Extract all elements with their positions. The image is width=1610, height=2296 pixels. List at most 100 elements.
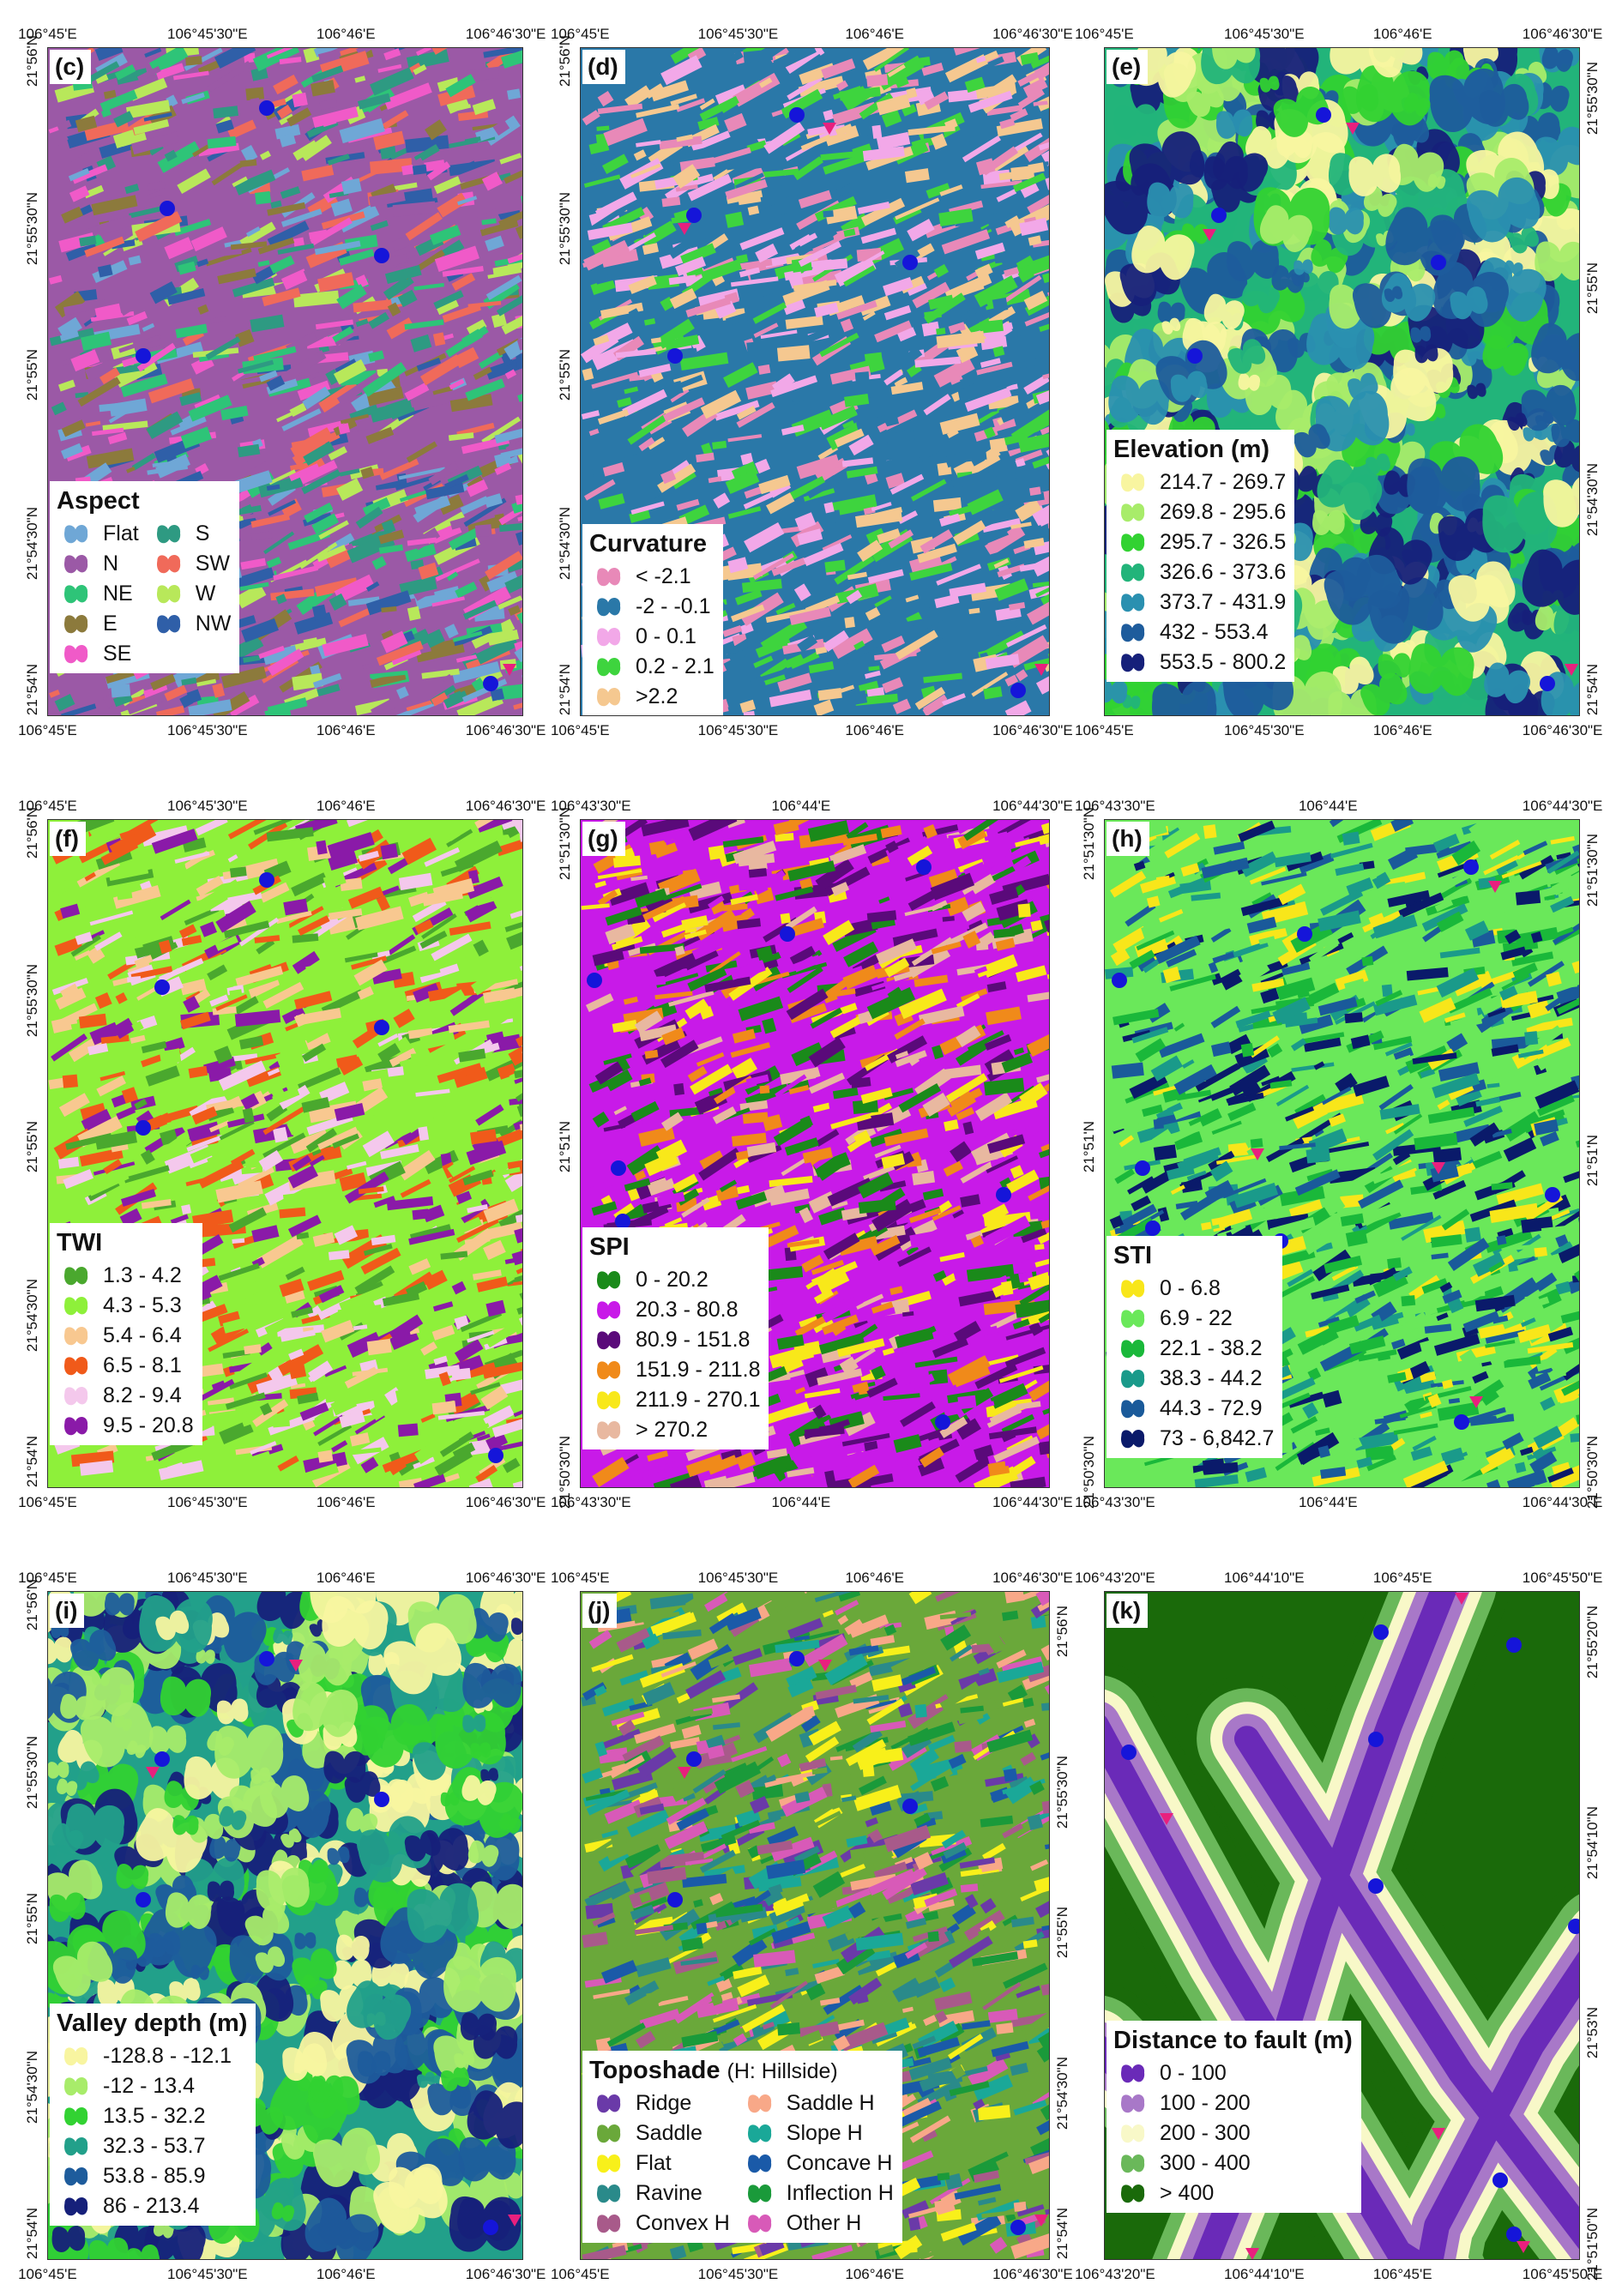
f-raster-cell [229, 1455, 268, 1487]
d-raster-cell [755, 458, 771, 474]
h-raster-cell [1318, 1445, 1331, 1458]
f-raster-cell [302, 1012, 347, 1044]
f-raster-cell [462, 1169, 494, 1186]
f-raster-cell [251, 1290, 281, 1305]
h-raster-cell [1266, 1213, 1310, 1230]
legend-items: < -2.1 -2 - -0.1 0 - 0.1 0.2 - 2.1 >2.2 [589, 563, 715, 711]
e-raster-zone [1531, 322, 1579, 382]
f-raster-cell [57, 1156, 80, 1169]
map-frame: (h) STI 0 - 6.8 6.9 - 22 22.1 - 38.2 38.3 - 4… [1104, 819, 1580, 1488]
d-raster-cell [907, 218, 935, 242]
g-raster-cell [943, 1160, 963, 1177]
d-raster-cell [895, 630, 938, 660]
c-raster-cell [114, 63, 136, 81]
c-raster-cell [506, 245, 522, 274]
g-raster-cell [696, 1052, 725, 1067]
f-raster-cell [228, 1207, 267, 1233]
g-raster-cell [851, 1306, 895, 1324]
c-raster-cell [157, 141, 202, 173]
d-raster-cell [846, 466, 878, 479]
e-raster-zone [1105, 678, 1128, 704]
d-raster-cell [1013, 132, 1043, 153]
c-raster-cell [339, 118, 385, 144]
h-raster-cell [1496, 1183, 1544, 1207]
f-raster-cell [447, 829, 461, 841]
d-raster-cell [697, 117, 720, 130]
d-raster-cell [758, 168, 799, 178]
f-raster-cell [468, 1478, 493, 1487]
c-raster-cell [457, 160, 501, 184]
c-raster-cell [220, 666, 267, 689]
d-raster-cell [743, 710, 756, 715]
c-raster-cell [310, 217, 353, 246]
d-raster-cell [881, 109, 902, 128]
d-raster-cell [890, 382, 924, 395]
c-raster-cell [355, 318, 369, 328]
g-raster-cell [1040, 1216, 1049, 1229]
h-raster-cell [1472, 1150, 1503, 1169]
g-raster-cell [898, 1083, 942, 1113]
legend-item: 20.3 - 80.8 [589, 1297, 760, 1324]
e-raster-zone [1293, 259, 1313, 275]
c-raster-cell [486, 570, 519, 593]
d-raster-cell [985, 630, 1026, 658]
c-raster-cell [369, 158, 413, 175]
g-raster-cell [759, 1085, 770, 1094]
f-raster-cell [324, 1365, 347, 1377]
h-raster-cell [1256, 825, 1292, 836]
d-raster-cell [752, 302, 787, 324]
g-raster-cell [1025, 1116, 1049, 1137]
g-raster-cell [905, 1373, 935, 1392]
d-raster-cell [846, 589, 863, 605]
c-raster-cell [84, 359, 115, 382]
c-raster-cell [51, 401, 67, 416]
c-raster-cell [428, 461, 459, 485]
c-raster-cell [434, 245, 479, 272]
f-raster-cell [183, 996, 201, 1013]
c-raster-cell [190, 226, 227, 252]
c-raster-cell [416, 358, 442, 371]
panel-label: (e) [1106, 50, 1149, 84]
h-raster-cell [1399, 1178, 1420, 1191]
g-raster-cell [960, 1157, 1000, 1184]
f-raster-cell [504, 915, 522, 932]
f-raster-cell [184, 952, 232, 978]
d-raster-cell [739, 622, 754, 636]
f-raster-cell [500, 1373, 522, 1395]
f-raster-cell [429, 989, 467, 1018]
d-raster-cell [1023, 290, 1048, 310]
h-raster-cell [1432, 868, 1475, 895]
h-raster-cell [1512, 962, 1538, 980]
c-raster-cell [97, 264, 113, 278]
coordinate-tick-left: 21°56'N [24, 806, 40, 859]
f-raster-cell [377, 1033, 399, 1047]
h-raster-cell [1340, 1194, 1365, 1208]
g-raster-cell [762, 1266, 804, 1281]
legend-item-label: 373.7 - 431.9 [1160, 590, 1287, 615]
h-raster-cell [1379, 1104, 1420, 1120]
f-raster-cell [496, 839, 522, 857]
g-raster-cell [1027, 991, 1049, 1003]
d-raster-cell [956, 342, 979, 364]
c-raster-cell [281, 408, 322, 431]
h-raster-cell [1485, 1229, 1533, 1254]
d-raster-cell [727, 557, 749, 574]
g-raster-cell [942, 1064, 982, 1080]
g-raster-cell [932, 1269, 947, 1282]
d-raster-cell [864, 352, 883, 363]
c-raster-cell [485, 274, 522, 301]
c-raster-cell [497, 595, 522, 610]
g-raster-cell [955, 1040, 990, 1066]
h-raster-cell [1437, 1401, 1480, 1421]
d-raster-cell [744, 522, 785, 553]
d-raster-cell [979, 319, 1004, 334]
legend-title-text: TWI [57, 1229, 103, 1256]
coordinate-tick-top: 106°45'30"E [167, 26, 248, 42]
h-raster-cell [1306, 1168, 1334, 1182]
g-raster-cell [885, 841, 899, 853]
c-raster-cell [85, 420, 101, 427]
legend-item-label: S [195, 521, 210, 546]
g-raster-cell [805, 1268, 836, 1290]
d-raster-cell [725, 178, 768, 200]
g-raster-cell [624, 1205, 669, 1232]
